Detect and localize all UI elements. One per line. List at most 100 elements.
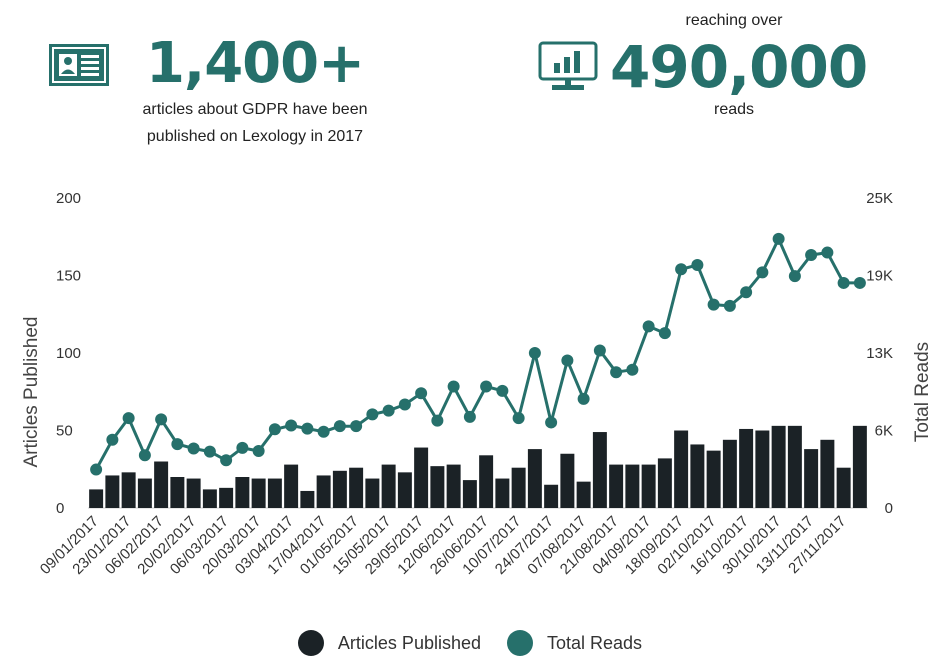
bar-articles[interactable] xyxy=(576,481,591,508)
point-reads[interactable] xyxy=(268,423,281,436)
bar-articles[interactable] xyxy=(284,464,299,508)
bar-articles[interactable] xyxy=(495,478,510,508)
point-reads[interactable] xyxy=(642,320,655,333)
bar-articles[interactable] xyxy=(804,449,819,508)
point-reads[interactable] xyxy=(333,420,346,433)
bar-articles[interactable] xyxy=(235,477,250,508)
bar-articles[interactable] xyxy=(89,489,104,508)
reads-count: 490,000 xyxy=(610,33,868,101)
point-reads[interactable] xyxy=(463,410,476,423)
bar-articles[interactable] xyxy=(332,470,347,508)
bar-articles[interactable] xyxy=(397,472,412,508)
bar-articles[interactable] xyxy=(690,444,705,508)
point-reads[interactable] xyxy=(317,425,330,438)
point-reads[interactable] xyxy=(366,408,379,421)
bar-articles[interactable] xyxy=(186,478,201,508)
point-reads[interactable] xyxy=(496,384,509,397)
point-reads[interactable] xyxy=(187,442,200,455)
bar-articles[interactable] xyxy=(820,439,835,508)
point-reads[interactable] xyxy=(203,445,216,458)
point-reads[interactable] xyxy=(577,392,590,405)
bar-articles[interactable] xyxy=(316,475,331,508)
legend-item-articles[interactable]: Articles Published xyxy=(297,630,481,656)
point-reads[interactable] xyxy=(837,276,850,289)
point-reads[interactable] xyxy=(138,449,151,462)
bar-articles[interactable] xyxy=(300,490,315,508)
bar-articles[interactable] xyxy=(479,455,494,508)
bar-articles[interactable] xyxy=(674,430,689,509)
point-reads[interactable] xyxy=(740,286,753,299)
point-reads[interactable] xyxy=(350,420,363,433)
point-reads[interactable] xyxy=(480,380,493,393)
point-reads[interactable] xyxy=(561,354,574,367)
bar-articles[interactable] xyxy=(219,487,234,508)
point-reads[interactable] xyxy=(545,416,558,429)
bar-articles[interactable] xyxy=(202,489,217,508)
bar-articles[interactable] xyxy=(706,450,721,508)
bar-articles[interactable] xyxy=(560,453,575,508)
point-reads[interactable] xyxy=(415,387,428,400)
point-reads[interactable] xyxy=(285,419,298,432)
bar-articles[interactable] xyxy=(365,478,380,508)
point-reads[interactable] xyxy=(821,246,834,259)
bar-articles[interactable] xyxy=(414,447,429,508)
point-reads[interactable] xyxy=(447,380,460,393)
bar-articles[interactable] xyxy=(771,425,786,508)
bar-articles[interactable] xyxy=(105,475,120,508)
point-reads[interactable] xyxy=(106,433,119,446)
bar-articles[interactable] xyxy=(121,472,136,508)
point-reads[interactable] xyxy=(853,276,866,289)
point-reads[interactable] xyxy=(122,412,135,425)
point-reads[interactable] xyxy=(431,414,444,427)
bar-articles[interactable] xyxy=(430,466,445,508)
point-reads[interactable] xyxy=(691,258,704,271)
point-reads[interactable] xyxy=(756,266,769,279)
point-reads[interactable] xyxy=(805,249,818,262)
bar-articles[interactable] xyxy=(722,439,737,508)
bar-articles[interactable] xyxy=(446,464,461,508)
point-reads[interactable] xyxy=(236,441,249,454)
bar-articles[interactable] xyxy=(170,477,185,508)
point-reads[interactable] xyxy=(658,327,671,340)
point-reads[interactable] xyxy=(707,298,720,311)
point-reads[interactable] xyxy=(171,438,184,451)
bar-articles[interactable] xyxy=(787,425,802,508)
point-reads[interactable] xyxy=(626,363,639,376)
point-reads[interactable] xyxy=(90,463,103,476)
legend-item-reads[interactable]: Total Reads xyxy=(507,630,642,656)
point-reads[interactable] xyxy=(252,444,265,457)
point-reads[interactable] xyxy=(220,454,233,467)
bar-articles[interactable] xyxy=(641,464,656,508)
bar-articles[interactable] xyxy=(592,432,607,508)
point-reads[interactable] xyxy=(155,413,168,426)
bar-articles[interactable] xyxy=(852,425,867,508)
bar-articles[interactable] xyxy=(527,449,542,508)
bar-articles[interactable] xyxy=(137,478,152,508)
point-reads[interactable] xyxy=(512,412,525,425)
bar-articles[interactable] xyxy=(267,478,282,508)
point-reads[interactable] xyxy=(788,270,801,283)
left-tick-label: 100 xyxy=(56,345,81,362)
bar-articles[interactable] xyxy=(755,430,770,509)
point-reads[interactable] xyxy=(723,299,736,312)
point-reads[interactable] xyxy=(610,366,623,379)
bar-articles[interactable] xyxy=(511,467,526,508)
bar-articles[interactable] xyxy=(625,464,640,508)
bar-articles[interactable] xyxy=(349,467,364,508)
bar-articles[interactable] xyxy=(251,478,266,508)
bar-articles[interactable] xyxy=(609,464,624,508)
bar-articles[interactable] xyxy=(154,461,169,509)
bar-articles[interactable] xyxy=(381,464,396,508)
point-reads[interactable] xyxy=(398,398,411,411)
point-reads[interactable] xyxy=(528,347,541,359)
bar-articles[interactable] xyxy=(657,458,672,508)
bar-articles[interactable] xyxy=(544,484,559,508)
bar-articles[interactable] xyxy=(462,480,477,508)
bar-articles[interactable] xyxy=(739,428,754,508)
point-reads[interactable] xyxy=(301,422,314,435)
bar-articles[interactable] xyxy=(836,467,851,508)
point-reads[interactable] xyxy=(382,404,395,417)
point-reads[interactable] xyxy=(593,344,606,357)
point-reads[interactable] xyxy=(772,232,785,245)
point-reads[interactable] xyxy=(675,263,688,276)
